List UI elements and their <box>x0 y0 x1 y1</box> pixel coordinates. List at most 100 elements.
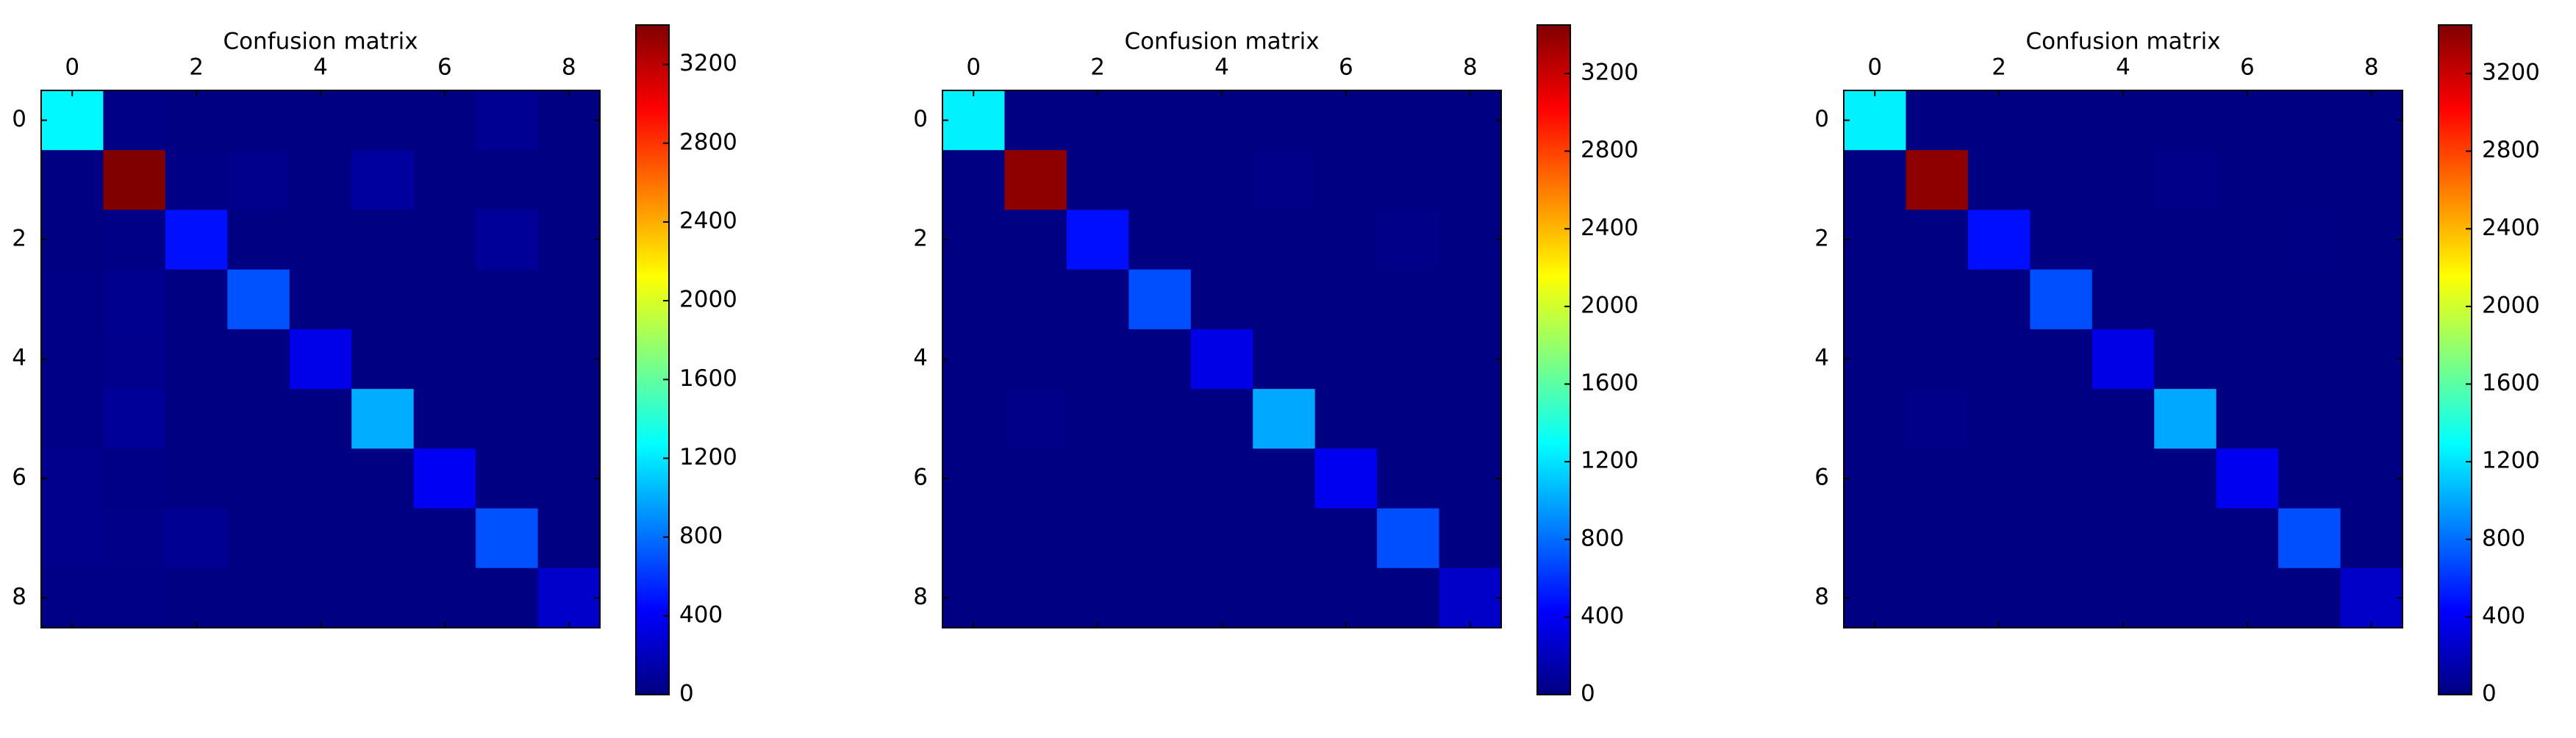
chart-title: Confusion matrix <box>1124 29 1319 55</box>
colorbar-tick-label: 800 <box>679 523 723 549</box>
heatmap-cell <box>2030 150 2093 210</box>
heatmap-cell <box>1066 329 1129 390</box>
chart-title: Confusion matrix <box>2025 29 2220 55</box>
heatmap-cell <box>2030 269 2093 330</box>
heatmap-cell <box>41 389 104 449</box>
x-tick-label: 0 <box>966 54 981 81</box>
heatmap-cell <box>2216 567 2279 628</box>
heatmap-cell <box>413 448 476 509</box>
heatmap-cell <box>227 508 290 569</box>
heatmap-cell <box>1253 150 1316 210</box>
heatmap-cell <box>1190 567 1253 628</box>
colorbar-tick-label: 2000 <box>2482 292 2540 318</box>
x-tick-label: 4 <box>313 54 328 81</box>
y-tick-label: 2 <box>1814 226 1829 252</box>
heatmap-cell <box>2092 567 2155 628</box>
heatmap-cell <box>227 448 290 509</box>
heatmap-cell <box>103 209 166 271</box>
heatmap-cell <box>1066 90 1129 151</box>
heatmap-cell <box>476 329 539 390</box>
heatmap-cell <box>1004 150 1067 210</box>
heatmap-cell <box>289 389 352 449</box>
heatmap-cell <box>1844 90 1906 151</box>
y-tick-label: 8 <box>1814 584 1829 610</box>
heatmap-cell <box>1439 150 1502 210</box>
colorbar-tick-label: 2400 <box>2482 215 2540 241</box>
heatmap-cell <box>1314 567 1378 628</box>
heatmap-cell <box>2340 389 2403 449</box>
y-tick-label: 6 <box>12 464 26 490</box>
heatmap-cell <box>2030 508 2093 569</box>
heatmap-cell <box>1967 90 2031 151</box>
heatmap-cell <box>41 269 104 330</box>
x-tick-label: 0 <box>1867 54 1882 81</box>
heatmap-cell <box>227 389 290 449</box>
colorbar-tick-label: 2000 <box>1581 292 1639 318</box>
heatmap-cell <box>1190 389 1253 449</box>
heatmap-cell <box>103 269 166 330</box>
heatmap-cell <box>2340 448 2403 509</box>
heatmap-cell <box>413 150 476 210</box>
heatmap-cell <box>1128 567 1192 628</box>
heatmap-cell <box>413 90 476 151</box>
x-tick-label: 8 <box>2364 54 2379 81</box>
heatmap-cell <box>413 508 476 569</box>
heatmap-cell <box>165 448 228 509</box>
heatmap-cell <box>1906 150 1969 210</box>
heatmap-cell <box>2216 150 2279 210</box>
colorbar-tick-label: 0 <box>1581 681 1595 707</box>
heatmap-cell <box>2278 448 2341 509</box>
colorbar <box>635 24 670 695</box>
heatmap-cell <box>1377 90 1440 151</box>
heatmap-cell <box>537 90 601 151</box>
heatmap-cell <box>2278 567 2341 628</box>
chart-title: Confusion matrix <box>223 29 418 55</box>
heatmap-cell <box>165 508 228 569</box>
heatmap-cell <box>351 150 415 210</box>
x-tick-label: 4 <box>1214 54 1229 81</box>
colorbar-tick-label: 1200 <box>1581 448 1639 474</box>
heatmap-cell <box>227 90 290 151</box>
colorbar-tick-label: 2400 <box>679 207 737 234</box>
heatmap-cell <box>537 508 601 569</box>
heatmap-cell <box>41 90 104 151</box>
heatmap-cell <box>1906 508 1969 569</box>
heatmap-cell <box>2340 90 2403 151</box>
heatmap-cell <box>351 209 415 271</box>
heatmap-cell <box>537 209 601 271</box>
heatmap-cell <box>2092 329 2155 390</box>
heatmap-cell <box>41 508 104 569</box>
y-tick-label: 0 <box>913 106 928 132</box>
heatmap-cell <box>41 448 104 509</box>
heatmap-cell <box>1377 269 1440 330</box>
heatmap-cell <box>2030 209 2093 271</box>
heatmap-cell <box>1190 269 1253 330</box>
heatmap-cell <box>1906 90 1969 151</box>
heatmap-cell <box>351 508 415 569</box>
heatmap-cell <box>2340 150 2403 210</box>
heatmap-cell <box>1128 389 1192 449</box>
heatmap-cell <box>1190 209 1253 271</box>
heatmap-cell <box>2340 329 2403 390</box>
heatmap-cell <box>1906 567 1969 628</box>
heatmap-cell <box>537 269 601 330</box>
heatmap-cell <box>1377 508 1440 569</box>
heatmap-cell <box>413 209 476 271</box>
heatmap-cell <box>1844 329 1906 390</box>
heatmap-cell <box>1439 209 1502 271</box>
y-tick-label: 8 <box>12 584 26 610</box>
heatmap-cell <box>476 150 539 210</box>
heatmap-cell <box>1906 269 1969 330</box>
heatmap-cell <box>1906 389 1969 449</box>
heatmap-cell <box>103 389 166 449</box>
heatmap-cell <box>2278 150 2341 210</box>
x-tick-label: 4 <box>2116 54 2130 81</box>
heatmap-cell <box>2216 389 2279 449</box>
heatmap-cell <box>351 269 415 330</box>
heatmap-cell <box>1253 90 1316 151</box>
heatmap-cell <box>2154 389 2217 449</box>
heatmap-cell <box>1253 567 1316 628</box>
heatmap-cell <box>1439 329 1502 390</box>
heatmap-cell <box>413 389 476 449</box>
heatmap-cell <box>2030 329 2093 390</box>
